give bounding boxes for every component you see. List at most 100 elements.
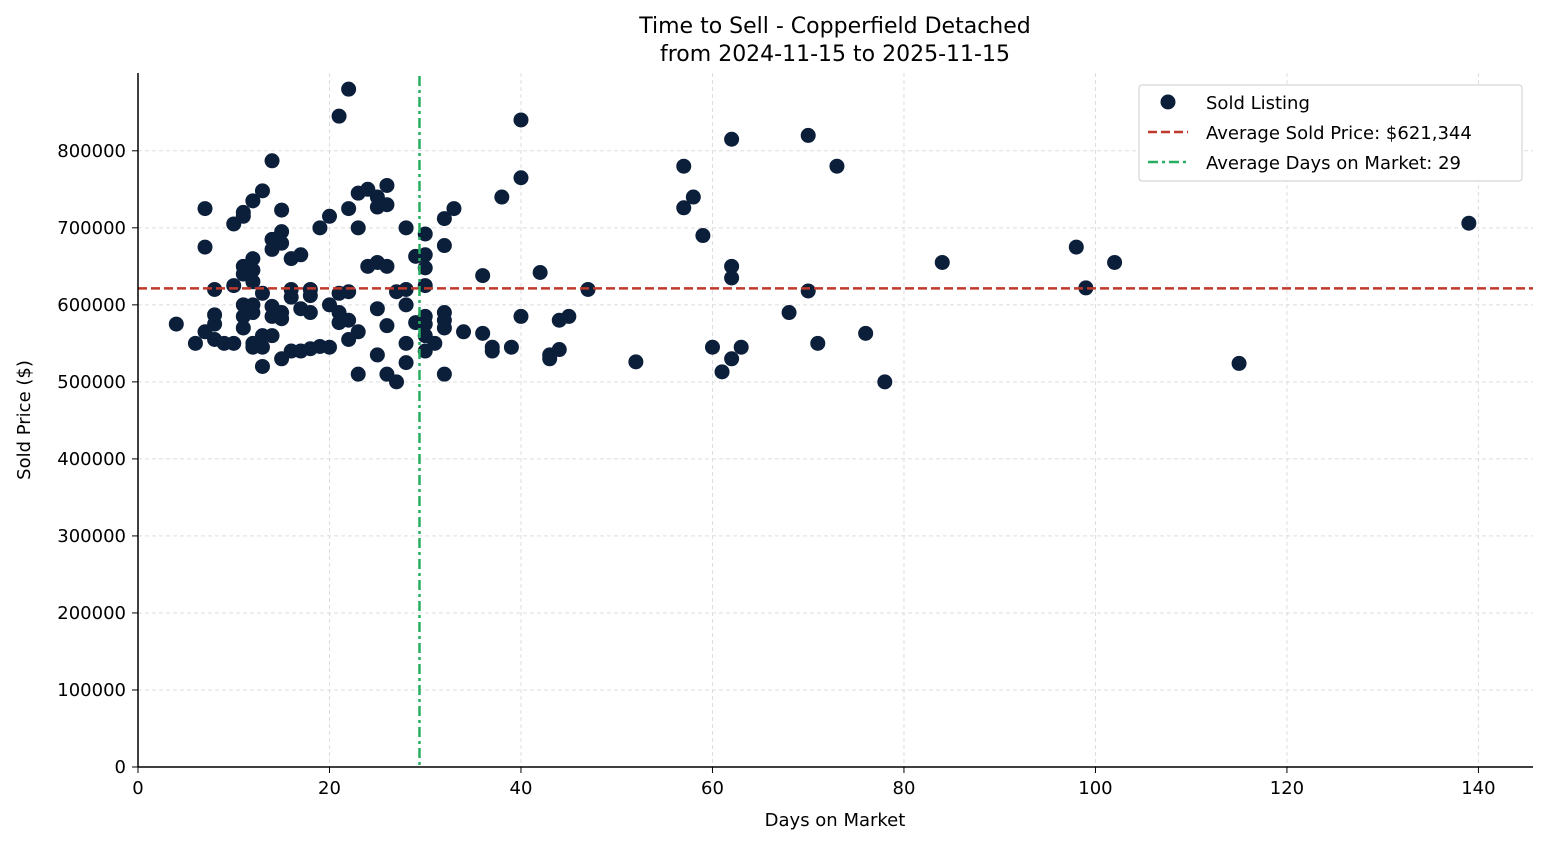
data-point <box>264 153 280 169</box>
legend-label-avg-price: Average Sold Price: $621,344 <box>1206 123 1472 144</box>
data-point <box>274 235 290 251</box>
data-point <box>379 258 395 274</box>
data-point <box>724 258 740 274</box>
data-point <box>245 305 261 321</box>
data-point <box>245 274 261 290</box>
data-point <box>283 289 299 305</box>
x-tick-label: 0 <box>132 778 143 799</box>
data-point <box>1461 215 1477 231</box>
data-point <box>293 247 309 263</box>
data-point <box>226 335 242 351</box>
data-point <box>1107 254 1123 270</box>
data-point <box>341 284 357 300</box>
data-point <box>302 305 318 321</box>
data-point <box>714 364 730 380</box>
data-point <box>350 324 366 340</box>
data-point <box>436 320 452 336</box>
data-point <box>341 81 357 97</box>
data-point <box>274 202 290 218</box>
x-tick-label: 20 <box>318 778 341 799</box>
data-point <box>264 328 280 344</box>
data-point <box>513 308 529 324</box>
data-point <box>398 355 414 371</box>
data-point <box>494 189 510 205</box>
data-point <box>800 283 816 299</box>
chart-title: Time to Sell - Copperfield Detached <box>638 14 1030 39</box>
data-point <box>341 201 357 217</box>
data-point <box>542 351 558 367</box>
y-tick-label: 100000 <box>57 680 126 701</box>
data-point <box>810 335 826 351</box>
legend-box <box>1138 84 1523 182</box>
data-point <box>197 239 213 255</box>
y-tick-label: 600000 <box>57 295 126 316</box>
data-point <box>436 238 452 254</box>
data-point <box>235 320 251 336</box>
data-point <box>245 193 261 209</box>
data-point <box>695 228 711 244</box>
data-point <box>628 354 644 370</box>
data-point <box>369 301 385 317</box>
data-point <box>1068 239 1084 255</box>
data-point <box>254 339 270 355</box>
data-point <box>207 316 223 332</box>
x-tick-label: 60 <box>701 778 724 799</box>
data-point <box>331 108 347 124</box>
data-point <box>417 260 433 276</box>
data-point <box>561 308 577 324</box>
y-axis-label: Sold Price ($) <box>14 360 35 480</box>
data-point <box>436 366 452 382</box>
legend: Sold Listing Average Sold Price: $621,34… <box>1138 84 1523 182</box>
data-point <box>456 324 472 340</box>
data-point <box>436 211 452 227</box>
legend-label-points: Sold Listing <box>1206 93 1310 114</box>
x-tick-label: 100 <box>1078 778 1112 799</box>
data-point <box>398 297 414 313</box>
data-point <box>274 311 290 327</box>
data-point <box>1231 355 1247 371</box>
data-point <box>207 281 223 297</box>
data-point <box>877 374 893 390</box>
data-point <box>475 325 491 341</box>
data-point <box>532 264 548 280</box>
data-point <box>254 183 270 199</box>
x-tick-label: 140 <box>1461 778 1495 799</box>
data-point <box>427 335 443 351</box>
data-point <box>417 316 433 332</box>
data-point <box>417 247 433 263</box>
data-point <box>446 201 462 217</box>
y-tick-label: 400000 <box>57 449 126 470</box>
data-point <box>503 339 519 355</box>
data-point <box>379 177 395 193</box>
data-point <box>197 201 213 217</box>
data-point <box>513 112 529 128</box>
data-point <box>800 127 816 143</box>
data-point <box>187 335 203 351</box>
data-point <box>484 343 500 359</box>
data-point <box>724 351 740 367</box>
data-point <box>312 220 328 236</box>
data-point <box>369 347 385 363</box>
legend-label-avg-days: Average Days on Market: 29 <box>1206 153 1461 174</box>
data-points <box>168 81 1477 390</box>
data-point <box>302 288 318 304</box>
data-point <box>321 208 337 224</box>
axes: 0 20 40 60 80 100 120 140 0 100000 200000 300000 400… <box>57 73 1533 799</box>
data-point <box>685 189 701 205</box>
data-point <box>226 278 242 294</box>
data-point <box>475 268 491 284</box>
data-point <box>379 318 395 334</box>
y-tick-label: 200000 <box>57 603 126 624</box>
data-point <box>733 339 749 355</box>
legend-marker-points <box>1160 94 1176 110</box>
y-tick-label: 800000 <box>57 141 126 162</box>
y-tick-label: 500000 <box>57 372 126 393</box>
data-point <box>858 325 874 341</box>
x-tick-label: 80 <box>893 778 916 799</box>
data-point <box>781 305 797 321</box>
data-point <box>235 204 251 220</box>
data-point <box>245 251 261 267</box>
data-point <box>724 270 740 286</box>
y-tick-label: 0 <box>115 757 126 778</box>
